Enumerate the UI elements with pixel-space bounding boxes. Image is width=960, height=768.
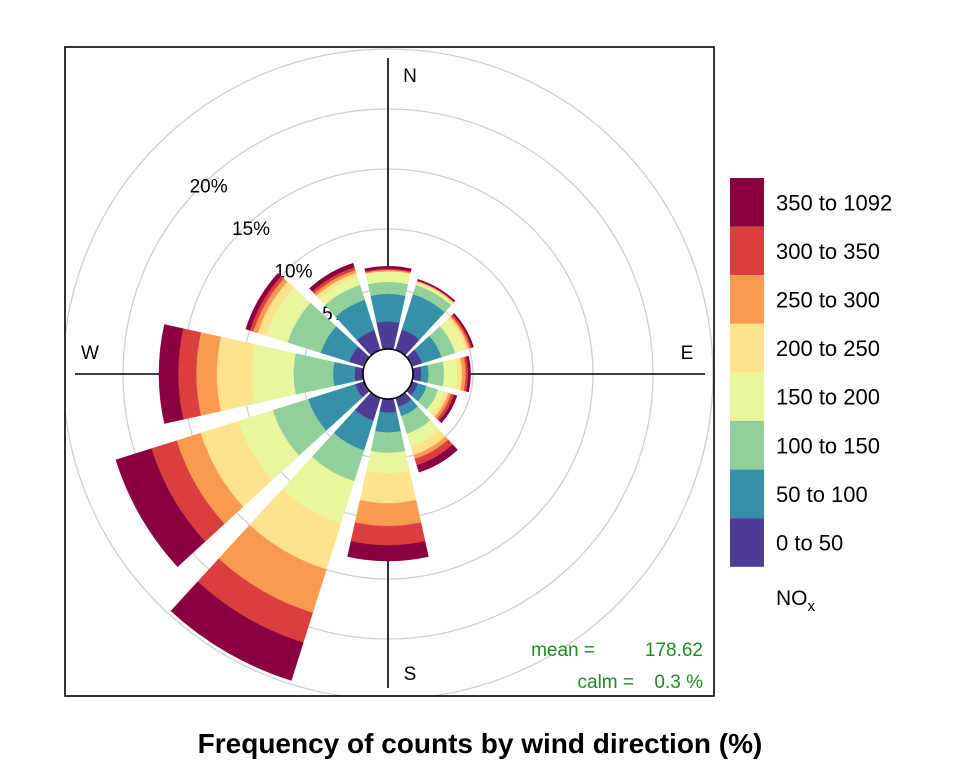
wedge-segment-270deg-bin4	[216, 336, 255, 412]
calm-label: calm =	[578, 672, 635, 693]
wedge-segment-90deg-bin3	[442, 358, 458, 390]
wind-rose-wedges	[115, 262, 474, 681]
wedge-segment-0deg-bin7	[364, 266, 412, 272]
wedge-segment-150deg-bin7	[416, 444, 458, 473]
wedge-segment-90deg-bin2	[427, 361, 445, 387]
summary-stats: mean = 178.62 calm = 0.3 %	[531, 640, 703, 693]
compass-label-s: S	[404, 664, 417, 685]
compass-label-n: N	[403, 66, 417, 87]
color-key-swatch	[730, 421, 764, 470]
wedge-segment-270deg-bin7	[158, 324, 184, 424]
radial-tick-label: 10%	[274, 261, 312, 282]
radial-tick-label: 20%	[190, 177, 228, 198]
wedge-segment-60deg-bin7	[452, 313, 474, 348]
radial-tick-label: 15%	[232, 219, 270, 240]
compass-labels: N E S W	[81, 66, 693, 685]
color-key-label: 200 to 250	[776, 336, 880, 361]
wedge-segment-180deg-bin5	[354, 500, 422, 527]
color-key-swatch	[730, 372, 764, 421]
color-key-swatch	[730, 178, 764, 227]
color-key-label: 300 to 350	[776, 239, 880, 264]
color-key-title-subscript: x	[808, 598, 816, 615]
color-key: 350 to 1092 300 to 350 250 to 300 200 to 25…	[730, 178, 892, 567]
color-key-label: 100 to 150	[776, 433, 880, 458]
wedge-segment-0deg-bin1	[370, 293, 406, 323]
color-key-label: 350 to 1092	[776, 190, 892, 215]
compass-label-e: E	[681, 343, 694, 364]
wedge-segment-120deg-bin7	[438, 394, 458, 424]
grid-circle	[65, 48, 714, 696]
wedge-segment-30deg-bin7	[417, 278, 456, 302]
chart-title: Frequency of counts by wind direction (%…	[198, 728, 763, 759]
color-key-label: 50 to 100	[776, 482, 868, 507]
wedge-segment-330deg-bin7	[309, 262, 355, 292]
wedge-segment-0deg-bin0	[376, 321, 400, 350]
color-key-label: 0 to 50	[776, 531, 843, 556]
wedge-segment-180deg-bin4	[359, 470, 417, 504]
wedge-segment-270deg-bin2	[293, 353, 335, 395]
color-key-title: NOx	[776, 587, 816, 615]
mean-label: mean =	[531, 640, 595, 661]
calm-value: 0.3 %	[654, 672, 703, 693]
color-key-swatch	[730, 226, 764, 276]
wedge-segment-90deg-bin1	[420, 364, 429, 384]
color-key-swatch	[730, 323, 764, 373]
color-key-title-main: NO	[776, 587, 808, 610]
wedge-segment-180deg-bin0	[379, 398, 397, 413]
wedge-segment-180deg-bin2	[370, 430, 406, 454]
color-key-label: 250 to 300	[776, 288, 880, 313]
color-key-swatch	[730, 469, 764, 519]
wedge-segment-180deg-bin3	[366, 450, 410, 474]
wedge-segment-180deg-bin7	[347, 541, 429, 562]
compass-label-w: W	[81, 343, 99, 364]
wedge-segment-270deg-bin3	[251, 344, 296, 404]
color-key-label: 150 to 200	[776, 385, 880, 410]
plot-panel-border	[64, 46, 715, 697]
color-key-swatch	[730, 275, 764, 324]
wedge-segment-90deg-bin7	[466, 355, 471, 393]
mean-value: 178.62	[645, 640, 703, 661]
wedge-segment-180deg-bin1	[375, 411, 401, 433]
color-key-swatch	[730, 518, 764, 567]
wedge-segment-300deg-bin7	[245, 272, 282, 331]
calm-circle	[362, 348, 414, 400]
wedge-segment-240deg-bin7	[115, 448, 206, 568]
wedge-segment-270deg-bin1	[332, 361, 356, 387]
wedge-segment-210deg-bin7	[170, 581, 304, 681]
wedge-segment-0deg-bin2	[367, 281, 409, 296]
